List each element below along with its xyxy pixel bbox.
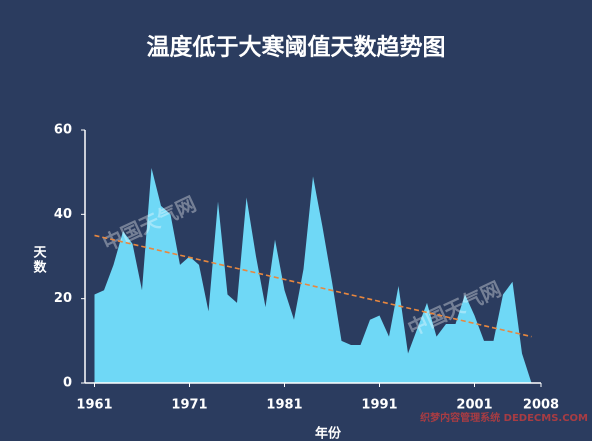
y-tick-label: 60 xyxy=(54,123,72,138)
x-tick-label: 1981 xyxy=(266,398,302,413)
x-tick-label: 1961 xyxy=(76,398,112,413)
y-tick-label: 40 xyxy=(54,207,72,222)
y-tick-label: 20 xyxy=(54,291,72,306)
x-tick-label: 1991 xyxy=(361,398,397,413)
chart-title: 温度低于大寒阈值天数趋势图 xyxy=(147,34,446,61)
x-tick-label: 2001 xyxy=(456,398,492,413)
x-tick-label: 2008 xyxy=(523,398,559,413)
y-tick-label: 0 xyxy=(63,376,72,391)
area xyxy=(94,167,532,383)
trend-line xyxy=(94,234,532,338)
y-axis-label: 天数 xyxy=(31,245,47,275)
x-axis-label: 年份 xyxy=(315,426,342,441)
x-tick-label: 1971 xyxy=(171,398,207,413)
site-watermark: 织梦内容管理系统 DEDECMS.COM xyxy=(420,411,588,424)
